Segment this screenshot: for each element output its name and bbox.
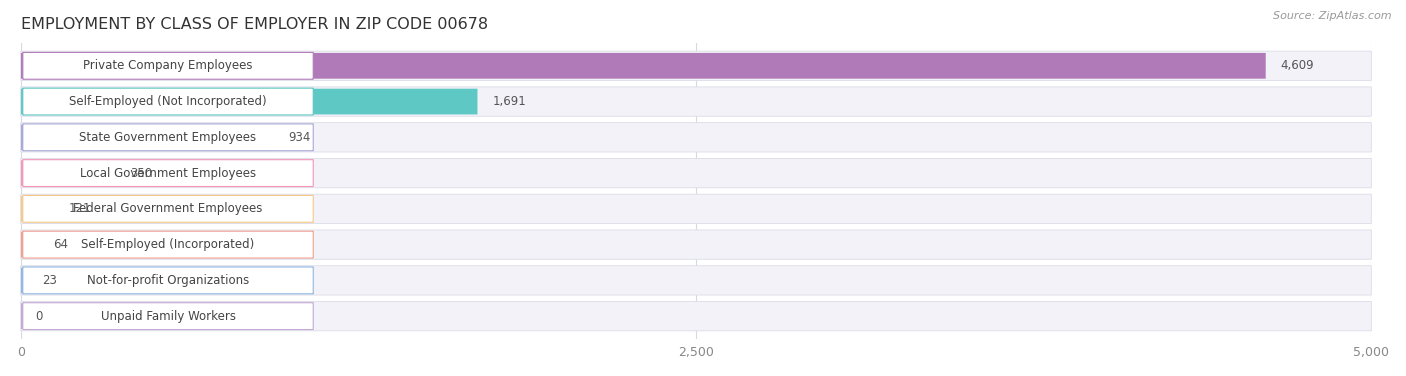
FancyBboxPatch shape bbox=[22, 160, 314, 186]
Text: Self-Employed (Not Incorporated): Self-Employed (Not Incorporated) bbox=[69, 95, 267, 108]
FancyBboxPatch shape bbox=[22, 124, 314, 151]
Text: 0: 0 bbox=[35, 310, 44, 323]
FancyBboxPatch shape bbox=[21, 267, 27, 293]
FancyBboxPatch shape bbox=[22, 196, 314, 222]
FancyBboxPatch shape bbox=[21, 266, 1371, 295]
Text: 934: 934 bbox=[288, 131, 311, 144]
Text: Self-Employed (Incorporated): Self-Employed (Incorporated) bbox=[82, 238, 254, 251]
FancyBboxPatch shape bbox=[22, 267, 314, 294]
Text: Unpaid Family Workers: Unpaid Family Workers bbox=[100, 310, 236, 323]
FancyBboxPatch shape bbox=[21, 194, 1371, 223]
FancyBboxPatch shape bbox=[21, 230, 1371, 259]
Text: 23: 23 bbox=[42, 274, 56, 287]
Text: 350: 350 bbox=[131, 167, 152, 180]
FancyBboxPatch shape bbox=[21, 160, 115, 186]
FancyBboxPatch shape bbox=[21, 232, 38, 258]
FancyBboxPatch shape bbox=[21, 87, 1371, 116]
FancyBboxPatch shape bbox=[22, 52, 314, 79]
Text: 64: 64 bbox=[53, 238, 67, 251]
FancyBboxPatch shape bbox=[21, 196, 53, 222]
FancyBboxPatch shape bbox=[21, 303, 28, 329]
Text: Source: ZipAtlas.com: Source: ZipAtlas.com bbox=[1274, 11, 1392, 21]
Text: EMPLOYMENT BY CLASS OF EMPLOYER IN ZIP CODE 00678: EMPLOYMENT BY CLASS OF EMPLOYER IN ZIP C… bbox=[21, 17, 488, 32]
FancyBboxPatch shape bbox=[22, 88, 314, 115]
Text: 4,609: 4,609 bbox=[1281, 59, 1315, 72]
FancyBboxPatch shape bbox=[21, 51, 1371, 80]
Text: Not-for-profit Organizations: Not-for-profit Organizations bbox=[87, 274, 249, 287]
FancyBboxPatch shape bbox=[21, 158, 1371, 188]
FancyBboxPatch shape bbox=[21, 53, 1265, 79]
Text: State Government Employees: State Government Employees bbox=[80, 131, 256, 144]
FancyBboxPatch shape bbox=[22, 303, 314, 329]
FancyBboxPatch shape bbox=[21, 302, 1371, 331]
FancyBboxPatch shape bbox=[21, 89, 478, 114]
FancyBboxPatch shape bbox=[21, 123, 1371, 152]
Text: 1,691: 1,691 bbox=[492, 95, 526, 108]
FancyBboxPatch shape bbox=[22, 231, 314, 258]
Text: Federal Government Employees: Federal Government Employees bbox=[73, 202, 263, 215]
Text: 121: 121 bbox=[69, 202, 91, 215]
FancyBboxPatch shape bbox=[21, 124, 273, 150]
Text: Private Company Employees: Private Company Employees bbox=[83, 59, 253, 72]
Text: Local Government Employees: Local Government Employees bbox=[80, 167, 256, 180]
